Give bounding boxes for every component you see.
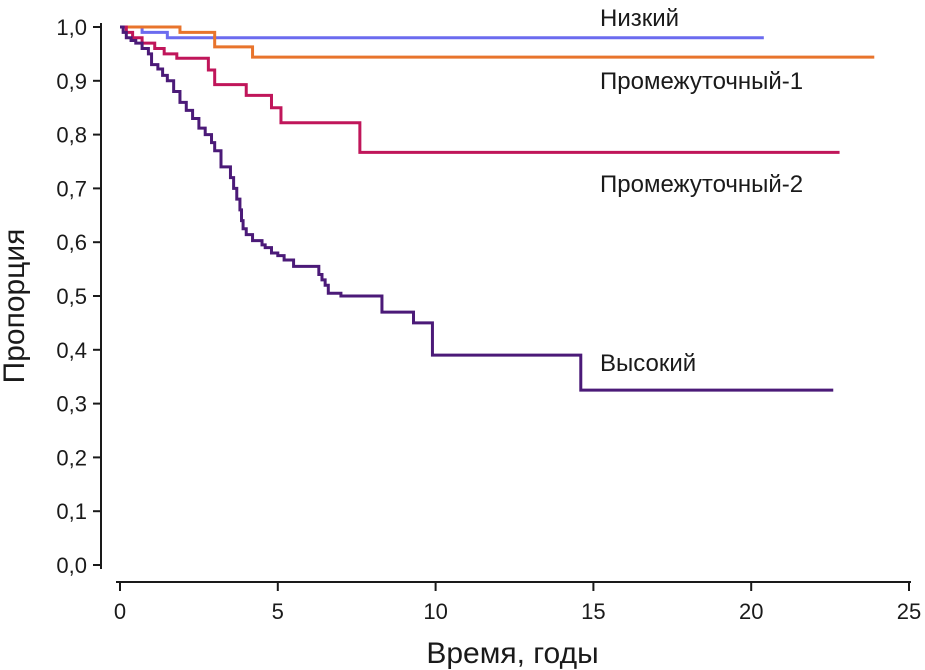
- x-tick-label: 20: [739, 599, 763, 624]
- series-lines: [120, 25, 875, 392]
- x-ticks: 0 5 10 15 20 25: [114, 582, 921, 624]
- x-tick-label: 15: [581, 599, 605, 624]
- y-axis-title: Пропорция: [0, 229, 31, 384]
- y-tick-label: 0,4: [56, 338, 87, 363]
- x-tick-label: 0: [114, 599, 126, 624]
- series-label-low: Низкий: [600, 5, 679, 32]
- axes: [100, 23, 911, 583]
- y-tick-label: 0,3: [56, 392, 87, 417]
- x-tick-label: 5: [272, 599, 284, 624]
- x-tick-label: 25: [897, 599, 921, 624]
- y-tick-label: 0,0: [56, 553, 87, 578]
- series-line-intermediate-2: [120, 25, 840, 154]
- y-tick-label: 1,0: [56, 15, 87, 40]
- y-tick-label: 0,8: [56, 123, 87, 148]
- x-axis-title: Время, годы: [426, 637, 598, 670]
- x-tick-label: 10: [423, 599, 447, 624]
- series-line-intermediate-1: [120, 25, 875, 59]
- y-tick-label: 0,6: [56, 230, 87, 255]
- y-tick-label: 0,7: [56, 176, 87, 201]
- series-labels: Низкий Промежуточный-1 Промежуточный-2 В…: [600, 5, 803, 377]
- y-tick-label: 0,5: [56, 284, 87, 309]
- y-tick-label: 0,2: [56, 445, 87, 470]
- series-label-high: Высокий: [600, 350, 696, 377]
- y-tick-label: 0,9: [56, 69, 87, 94]
- series-label-intermediate-1: Промежуточный-1: [600, 68, 803, 95]
- series-label-intermediate-2: Промежуточный-2: [600, 171, 803, 198]
- y-ticks: 0,0 0,1 0,2 0,3 0,4 0,5 0,6 0,7 0,8 0,9 1,0: [56, 15, 101, 578]
- series-line-high: [120, 25, 834, 392]
- y-tick-label: 0,1: [56, 499, 87, 524]
